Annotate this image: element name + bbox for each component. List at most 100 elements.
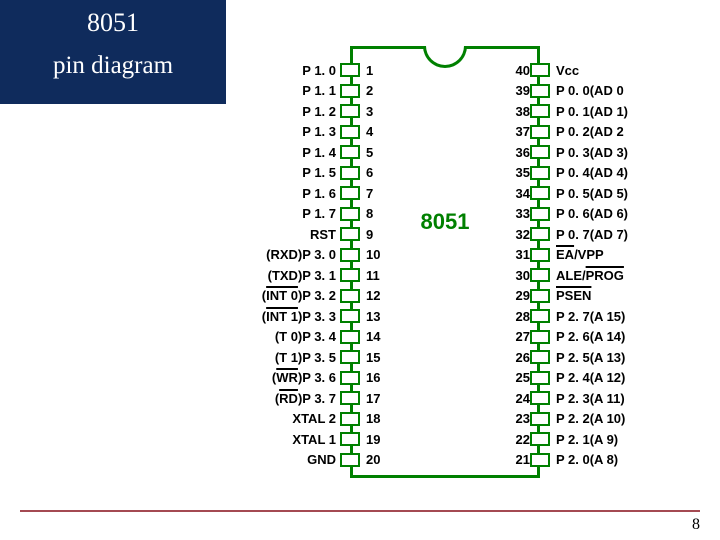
pin-label: P 1. 0 — [212, 60, 338, 81]
pin-box — [530, 84, 550, 98]
pin-box-row — [530, 388, 550, 409]
pin-box — [340, 207, 360, 221]
pin-box — [530, 432, 550, 446]
pin-box — [340, 453, 360, 467]
pin-box-row — [530, 347, 550, 368]
pin-box — [340, 350, 360, 364]
pin-label: P 1. 3 — [212, 122, 338, 143]
pin-label: P 2. 1(A 9) — [554, 429, 684, 450]
pin-box-row — [340, 183, 360, 204]
pin-box-row — [530, 101, 550, 122]
pin-box — [340, 248, 360, 262]
pin-label: (RD)P 3. 7 — [212, 388, 338, 409]
pin-label: P 0. 2(AD 2 — [554, 122, 684, 143]
pin-box — [530, 125, 550, 139]
pin-box-row — [530, 368, 550, 389]
pin-box-row — [340, 450, 360, 471]
pin-box — [340, 268, 360, 282]
pin-number: 14 — [366, 327, 380, 348]
pin-label: P 1. 6 — [212, 183, 338, 204]
pin-box — [530, 207, 550, 221]
pin-number: 10 — [366, 245, 380, 266]
pin-box — [340, 330, 360, 344]
pin-box — [340, 391, 360, 405]
pin-box — [340, 227, 360, 241]
pin-label: P 2. 4(A 12) — [554, 368, 684, 389]
pin-box — [530, 186, 550, 200]
pin-number: 8 — [366, 204, 380, 225]
pin-number: 26 — [508, 347, 530, 368]
pin-number: 27 — [508, 327, 530, 348]
pin-box — [340, 63, 360, 77]
pin-box-row — [340, 368, 360, 389]
pin-number: 35 — [508, 163, 530, 184]
pin-box-row — [530, 306, 550, 327]
pin-number: 9 — [366, 224, 380, 245]
pin-boxes-right — [530, 60, 550, 470]
pin-number: 16 — [366, 368, 380, 389]
title-line1: 8051 — [0, 8, 226, 38]
pin-label: P 0. 6(AD 6) — [554, 204, 684, 225]
pin-box — [530, 63, 550, 77]
pin-number: 4 — [366, 122, 380, 143]
pin-label: P 0. 7(AD 7) — [554, 224, 684, 245]
pin-box — [530, 330, 550, 344]
pin-number: 12 — [366, 286, 380, 307]
pin-label: P 0. 3(AD 3) — [554, 142, 684, 163]
pin-box — [340, 125, 360, 139]
pin-label: (RXD)P 3. 0 — [212, 245, 338, 266]
pin-box — [530, 453, 550, 467]
pin-label: (T 0)P 3. 4 — [212, 327, 338, 348]
pin-box — [530, 289, 550, 303]
pin-number: 29 — [508, 286, 530, 307]
pin-box-row — [530, 327, 550, 348]
pin-box-row — [530, 224, 550, 245]
pin-number: 7 — [366, 183, 380, 204]
pin-number: 31 — [508, 245, 530, 266]
pin-box-row — [340, 101, 360, 122]
pin-number: 13 — [366, 306, 380, 327]
pin-box-row — [530, 81, 550, 102]
pin-label: P 2. 3(A 11) — [554, 388, 684, 409]
labels-right: VccP 0. 0(AD 0P 0. 1(AD 1)P 0. 2(AD 2P 0… — [554, 60, 684, 470]
pin-box — [530, 350, 550, 364]
pin-number: 2 — [366, 81, 380, 102]
pin-box-row — [530, 122, 550, 143]
pin-number: 40 — [508, 60, 530, 81]
pin-box-row — [340, 306, 360, 327]
pin-number: 34 — [508, 183, 530, 204]
pin-box — [530, 145, 550, 159]
pin-box-row — [340, 286, 360, 307]
pin-label: P 2. 0(A 8) — [554, 450, 684, 471]
pin-nums-right: 4039383736353433323130292827262524232221 — [508, 60, 530, 470]
pin-box-row — [340, 204, 360, 225]
pin-number: 39 — [508, 81, 530, 102]
pin-box-row — [530, 265, 550, 286]
pin-label: P 1. 7 — [212, 204, 338, 225]
pin-label: P 1. 4 — [212, 142, 338, 163]
pin-box — [530, 104, 550, 118]
pin-number: 18 — [366, 409, 380, 430]
pin-label: (WR)P 3. 6 — [212, 368, 338, 389]
pin-box — [340, 186, 360, 200]
pin-number: 20 — [366, 450, 380, 471]
pin-number: 11 — [366, 265, 380, 286]
pin-number: 15 — [366, 347, 380, 368]
pin-number: 28 — [508, 306, 530, 327]
pin-label: P 1. 5 — [212, 163, 338, 184]
pin-number: 5 — [366, 142, 380, 163]
pin-nums-left: 1234567891011121314151617181920 — [366, 60, 380, 470]
pin-label: (INT 0)P 3. 2 — [212, 286, 338, 307]
pin-label: EA/VPP — [554, 245, 684, 266]
pin-boxes-left — [340, 60, 360, 470]
pin-box-row — [340, 409, 360, 430]
pin-box — [530, 166, 550, 180]
pin-label: P 0. 1(AD 1) — [554, 101, 684, 122]
pin-box — [530, 371, 550, 385]
pin-label: RST — [212, 224, 338, 245]
pin-box-row — [340, 245, 360, 266]
pin-number: 37 — [508, 122, 530, 143]
pin-box-row — [340, 163, 360, 184]
pin-box — [340, 84, 360, 98]
pin-number: 36 — [508, 142, 530, 163]
